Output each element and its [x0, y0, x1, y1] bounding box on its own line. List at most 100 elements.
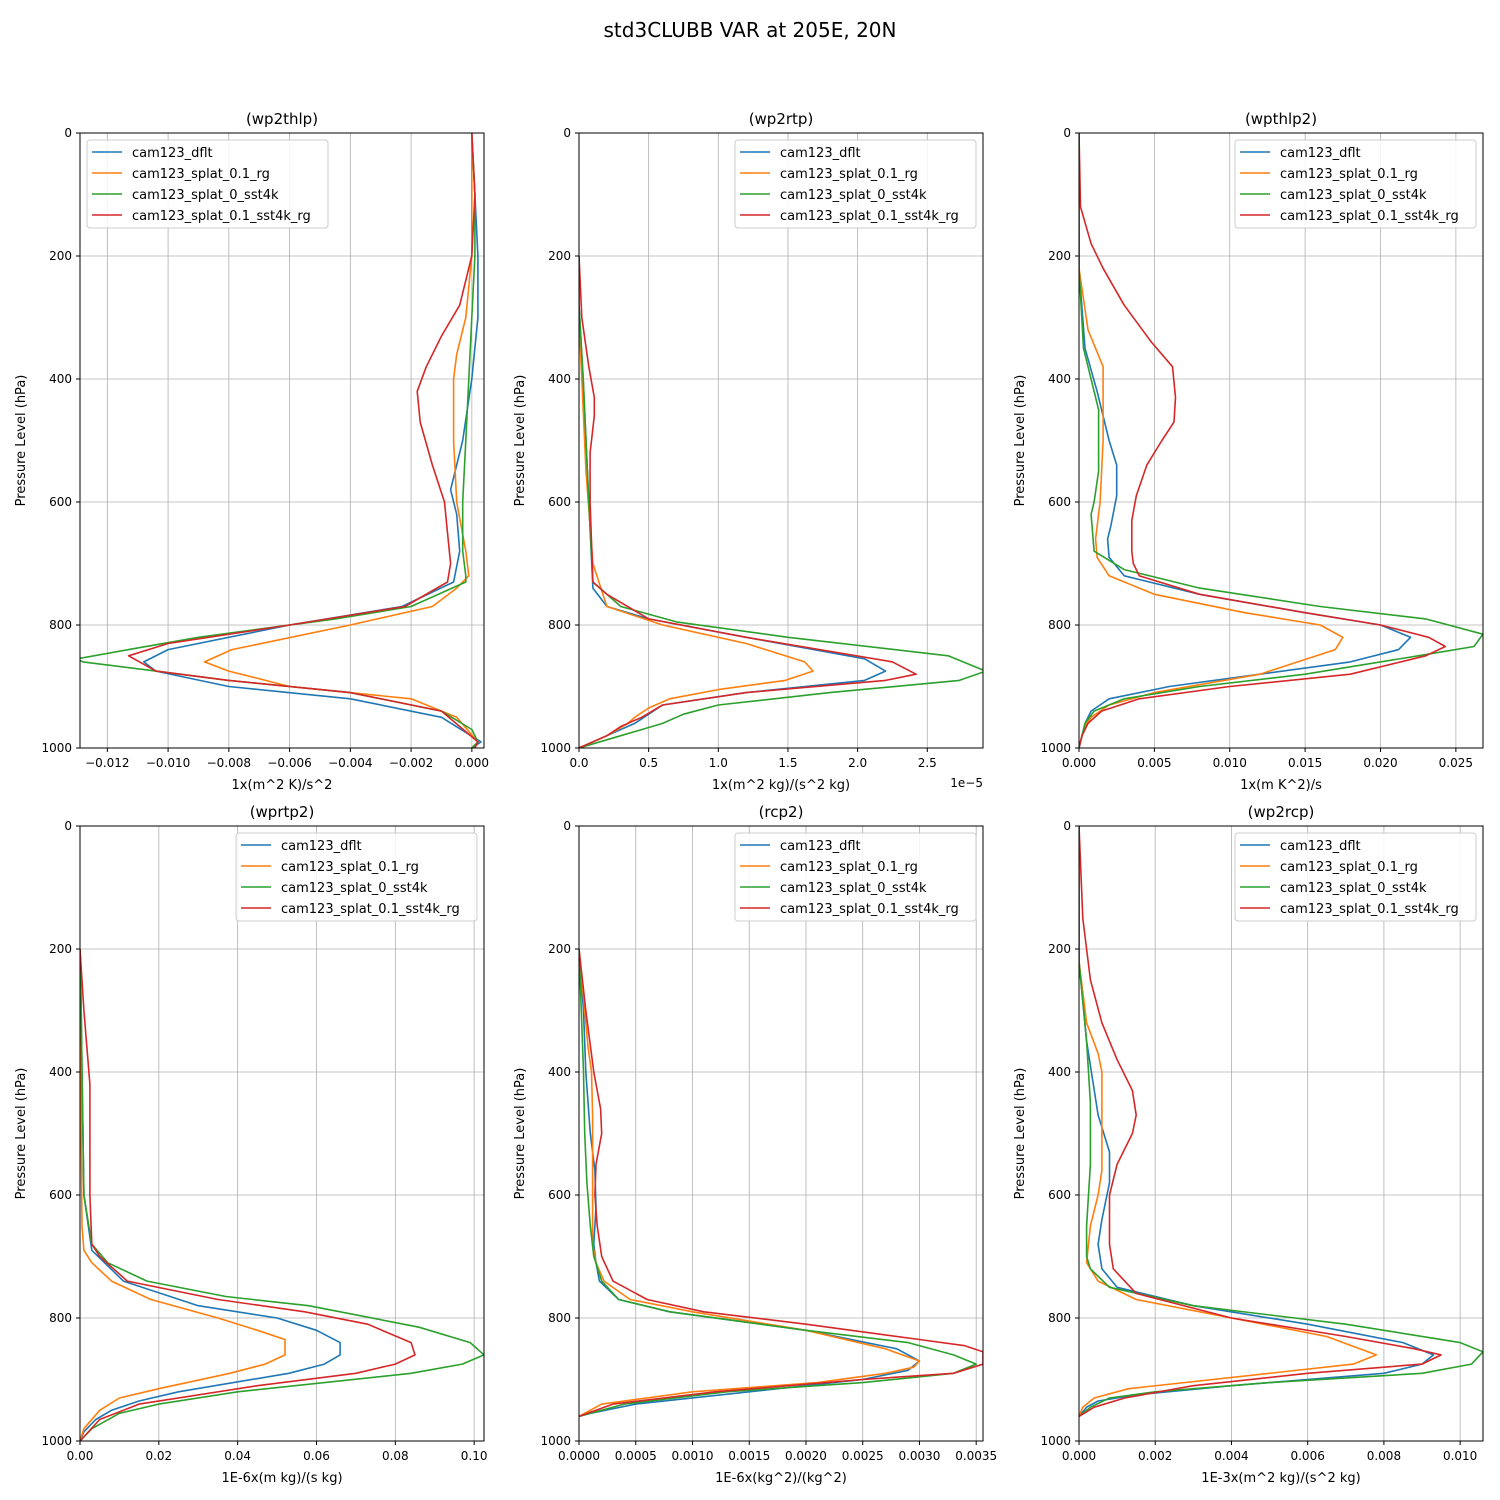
panel-2-title: (wp2rtp) — [749, 110, 814, 128]
panel-6-xtick-label: 0.008 — [1367, 1449, 1401, 1463]
panel-1-ytick-label: 0 — [64, 126, 72, 140]
panel-5-xtick-label: 0.0020 — [785, 1449, 827, 1463]
panel-2-xtick-label: 0.0 — [569, 756, 588, 770]
panel-2-xtick-label: 2.5 — [918, 756, 937, 770]
panel-6-series-cam123-splat-0-sst4k — [1079, 826, 1483, 1418]
panel-4-xtick-label: 0.02 — [145, 1449, 172, 1463]
panel-6-series-cam123-splat-0-1-rg — [1079, 826, 1378, 1417]
panel-3-ytick-label: 200 — [1048, 249, 1071, 263]
panel-6-xtick-label: 0.010 — [1443, 1449, 1477, 1463]
panel-3-ytick-label: 800 — [1048, 618, 1071, 632]
panel-2-xlabel: 1x(m^2 kg)/(s^2 kg) — [712, 778, 850, 793]
panel-3-xtick-label: 0.005 — [1137, 756, 1171, 770]
panel-2-legend-label-cam123-splat-0-1-rg: cam123_splat_0.1_rg — [780, 167, 918, 182]
panel-3-title: (wpthlp2) — [1245, 110, 1317, 128]
panel-2-series-cam123-splat-0-1-rg — [579, 256, 814, 748]
panel-4-title: (wprtp2) — [250, 803, 315, 821]
panel-6-title: (wp2rcp) — [1248, 803, 1315, 821]
panel-4-series-cam123-splat-0-1-sst4k-rg — [80, 948, 416, 1441]
panel-2-ytick-label: 1000 — [540, 741, 571, 755]
panel-1-ytick-label: 1000 — [41, 741, 72, 755]
panel-3-ytick-label: 400 — [1048, 372, 1071, 386]
panel-1-xlabel: 1x(m^2 K)/s^2 — [232, 778, 333, 793]
panel-5-ytick-label: 800 — [548, 1311, 571, 1325]
panel-5-xtick-label: 0.0025 — [842, 1449, 884, 1463]
panel-6-xtick-label: 0.006 — [1290, 1449, 1324, 1463]
panel-3-legend-label-cam123-splat-0-1-rg: cam123_splat_0.1_rg — [1280, 167, 1418, 182]
panel-3-series-cam123-splat-0-1-rg — [1079, 133, 1344, 748]
panel-6-xlabel: 1E-3x(m^2 kg)/(s^2 kg) — [1201, 1471, 1360, 1486]
panel-3-ytick-label: 600 — [1048, 495, 1071, 509]
panel-1-ytick-label: 200 — [49, 249, 72, 263]
figure-title: std3CLUBB VAR at 205E, 20N — [604, 18, 897, 42]
panel-4-ytick-label: 1000 — [41, 1434, 72, 1448]
panel-4-series-cam123-splat-0-1-rg — [80, 948, 286, 1441]
panel-4-ytick-label: 400 — [49, 1065, 72, 1079]
panel-5-series-cam123-splat-0-1-sst4k-rg — [579, 948, 983, 1418]
panel-6-xtick-label: 0.002 — [1138, 1449, 1172, 1463]
panel-6-ytick-label: 800 — [1048, 1311, 1071, 1325]
panel-3-legend: cam123_dflt cam123_splat_0.1_rg cam123_spl… — [1234, 139, 1477, 229]
panel-6-xtick-label: 0.004 — [1214, 1449, 1248, 1463]
panel-5-legend-label-cam123-splat-0-sst4k: cam123_splat_0_sst4k — [780, 881, 927, 896]
panel-4-axes-frame — [79, 825, 485, 1442]
panel-1-legend-label-cam123-dflt: cam123_dflt — [132, 146, 213, 161]
panel-3-legend-label-cam123-splat-0-sst4k: cam123_splat_0_sst4k — [1280, 188, 1427, 203]
panel-1-series-cam123-splat-0-1-rg — [203, 133, 479, 748]
panel-6: 0.000 0.002 0.004 0.006 0.008 0.010 0 200 400 600… — [1013, 803, 1484, 1486]
panel-3-xtick-label: 0.020 — [1363, 756, 1397, 770]
panel-1-xtick-label: −0.006 — [267, 756, 311, 770]
panel-2-xtick-label: 1.5 — [778, 756, 797, 770]
panel-3-legend-label-cam123-dflt: cam123_dflt — [1280, 146, 1361, 161]
panel-5-ytick-label: 600 — [548, 1188, 571, 1202]
panel-5-ylabel: Pressure Level (hPa) — [513, 1068, 528, 1200]
panel-5-xtick-label: 0.0015 — [728, 1449, 770, 1463]
panel-6-legend-box — [1234, 832, 1477, 922]
panel-2-xtick-label: 2.0 — [848, 756, 867, 770]
panel-6-xtick-label: 0.000 — [1062, 1449, 1096, 1463]
panel-1-ylabel: Pressure Level (hPa) — [14, 375, 29, 507]
panel-2-legend-label-cam123-splat-0-1-sst4k-rg: cam123_splat_0.1_sst4k_rg — [780, 209, 959, 224]
panel-2-ytick-label: 600 — [548, 495, 571, 509]
panel-3-ytick-label: 0 — [1063, 126, 1071, 140]
panel-4-xtick-label: 0.04 — [224, 1449, 251, 1463]
panel-5-ytick-label: 1000 — [540, 1434, 571, 1448]
panel-5: 0.0000 0.0005 0.0010 0.0015 0.0020 0.0025 0.00… — [513, 803, 997, 1486]
panel-1-legend: cam123_dflt cam123_splat_0.1_rg cam123_spl… — [86, 139, 329, 229]
panel-1: −0.012 −0.010 −0.008 −0.006 −0.004 −0.002 0.00… — [14, 110, 489, 793]
panel-5-legend: cam123_dflt cam123_splat_0.1_rg cam123_spl… — [734, 832, 977, 922]
panel-1-legend-label-cam123-splat-0-sst4k: cam123_splat_0_sst4k — [132, 188, 279, 203]
panel-4: 0.00 0.02 0.04 0.06 0.08 0.10 0 200 400 600 800 100… — [14, 803, 488, 1486]
panel-6-ytick-label: 600 — [1048, 1188, 1071, 1202]
panel-4-xtick-label: 0.10 — [461, 1449, 488, 1463]
panel-5-xlabel: 1E-6x(kg^2)/(kg^2) — [715, 1471, 847, 1486]
panel-2-ytick-label: 800 — [548, 618, 571, 632]
panel-1-title: (wp2thlp) — [246, 110, 318, 128]
panel-5-axes-frame — [578, 825, 984, 1442]
panel-5-ytick-label: 0 — [563, 819, 571, 833]
panel-2-ytick-label: 200 — [548, 249, 571, 263]
panel-2-axes-frame — [578, 132, 984, 749]
panel-5-legend-label-cam123-dflt: cam123_dflt — [780, 839, 861, 854]
panel-1-xtick-label: −0.010 — [146, 756, 190, 770]
panel-1-xtick-label: −0.002 — [389, 756, 433, 770]
panel-2-ylabel: Pressure Level (hPa) — [513, 375, 528, 507]
panel-2-series-cam123-splat-0-sst4k — [579, 256, 983, 748]
panel-3-xlabel: 1x(m K^2)/s — [1240, 778, 1322, 793]
panel-4-xtick-label: 0.08 — [382, 1449, 409, 1463]
panel-1-xtick-label: −0.004 — [328, 756, 372, 770]
panel-3-axes-frame — [1078, 132, 1484, 749]
panel-6-ytick-label: 200 — [1048, 942, 1071, 956]
panel-6-ylabel: Pressure Level (hPa) — [1013, 1068, 1028, 1200]
panel-2-legend-box — [734, 139, 977, 229]
panel-3-legend-box — [1234, 139, 1477, 229]
panel-4-xtick-label: 0.00 — [67, 1449, 94, 1463]
panel-2-ytick-label: 400 — [548, 372, 571, 386]
panel-6-legend-label-cam123-splat-0-1-sst4k-rg: cam123_splat_0.1_sst4k_rg — [1280, 902, 1459, 917]
panel-6-legend-label-cam123-splat-0-sst4k: cam123_splat_0_sst4k — [1280, 881, 1427, 896]
panel-6-axes-frame — [1078, 825, 1484, 1442]
panel-5-xtick-label: 0.0000 — [558, 1449, 600, 1463]
panel-3-xtick-label: 0.025 — [1439, 756, 1473, 770]
panel-2-offset-text: 1e−5 — [950, 776, 983, 790]
